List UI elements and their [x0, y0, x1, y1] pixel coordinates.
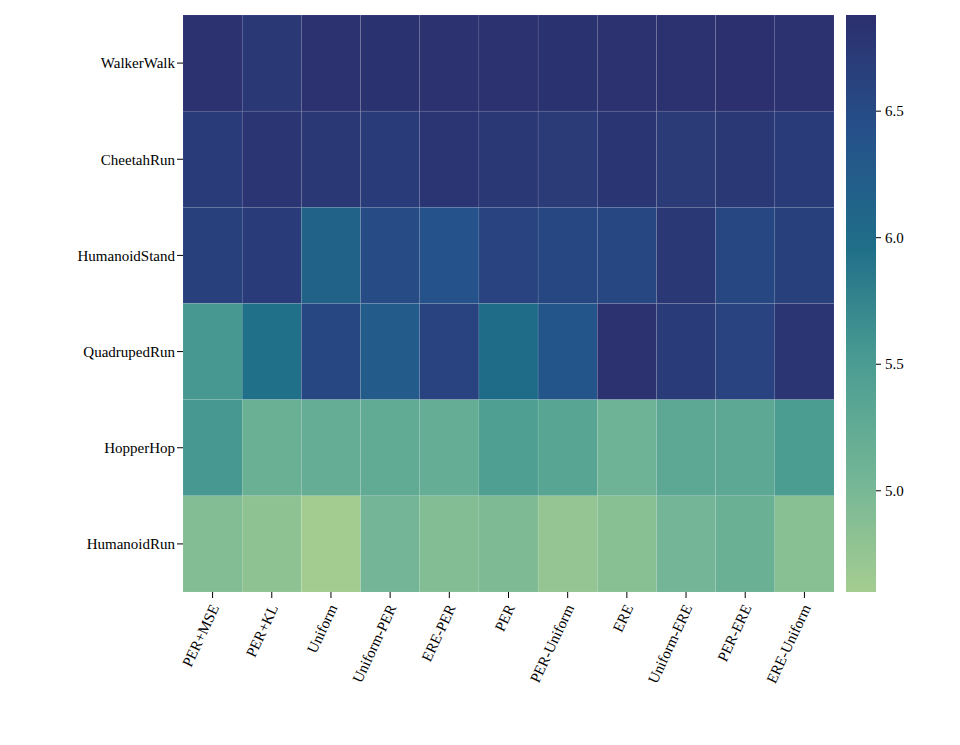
svg-text:6.5: 6.5: [885, 103, 904, 119]
svg-text:Uniform-ERE: Uniform-ERE: [645, 602, 695, 686]
svg-text:HopperHop: HopperHop: [104, 440, 175, 456]
svg-text:WalkerWalk: WalkerWalk: [101, 55, 176, 71]
svg-text:PER+KL: PER+KL: [243, 602, 281, 659]
svg-text:PER-ERE: PER-ERE: [714, 602, 754, 664]
svg-text:PER: PER: [492, 602, 518, 634]
svg-text:ERE: ERE: [610, 602, 636, 634]
svg-text:CheetahRun: CheetahRun: [101, 152, 176, 168]
svg-text:Uniform-PER: Uniform-PER: [349, 602, 399, 685]
svg-text:Uniform: Uniform: [304, 602, 340, 656]
svg-text:HumanoidRun: HumanoidRun: [87, 536, 176, 552]
svg-text:PER+MSE: PER+MSE: [179, 602, 222, 669]
svg-text:PER-Uniform: PER-Uniform: [527, 602, 577, 685]
svg-text:6.0: 6.0: [885, 230, 904, 246]
svg-text:QuadrupedRun: QuadrupedRun: [83, 344, 175, 360]
svg-text:HumanoidStand: HumanoidStand: [78, 248, 176, 264]
svg-text:ERE-Uniform: ERE-Uniform: [763, 602, 814, 686]
svg-text:ERE-PER: ERE-PER: [419, 602, 459, 664]
svg-text:5.0: 5.0: [885, 483, 904, 499]
svg-text:5.5: 5.5: [885, 356, 904, 372]
